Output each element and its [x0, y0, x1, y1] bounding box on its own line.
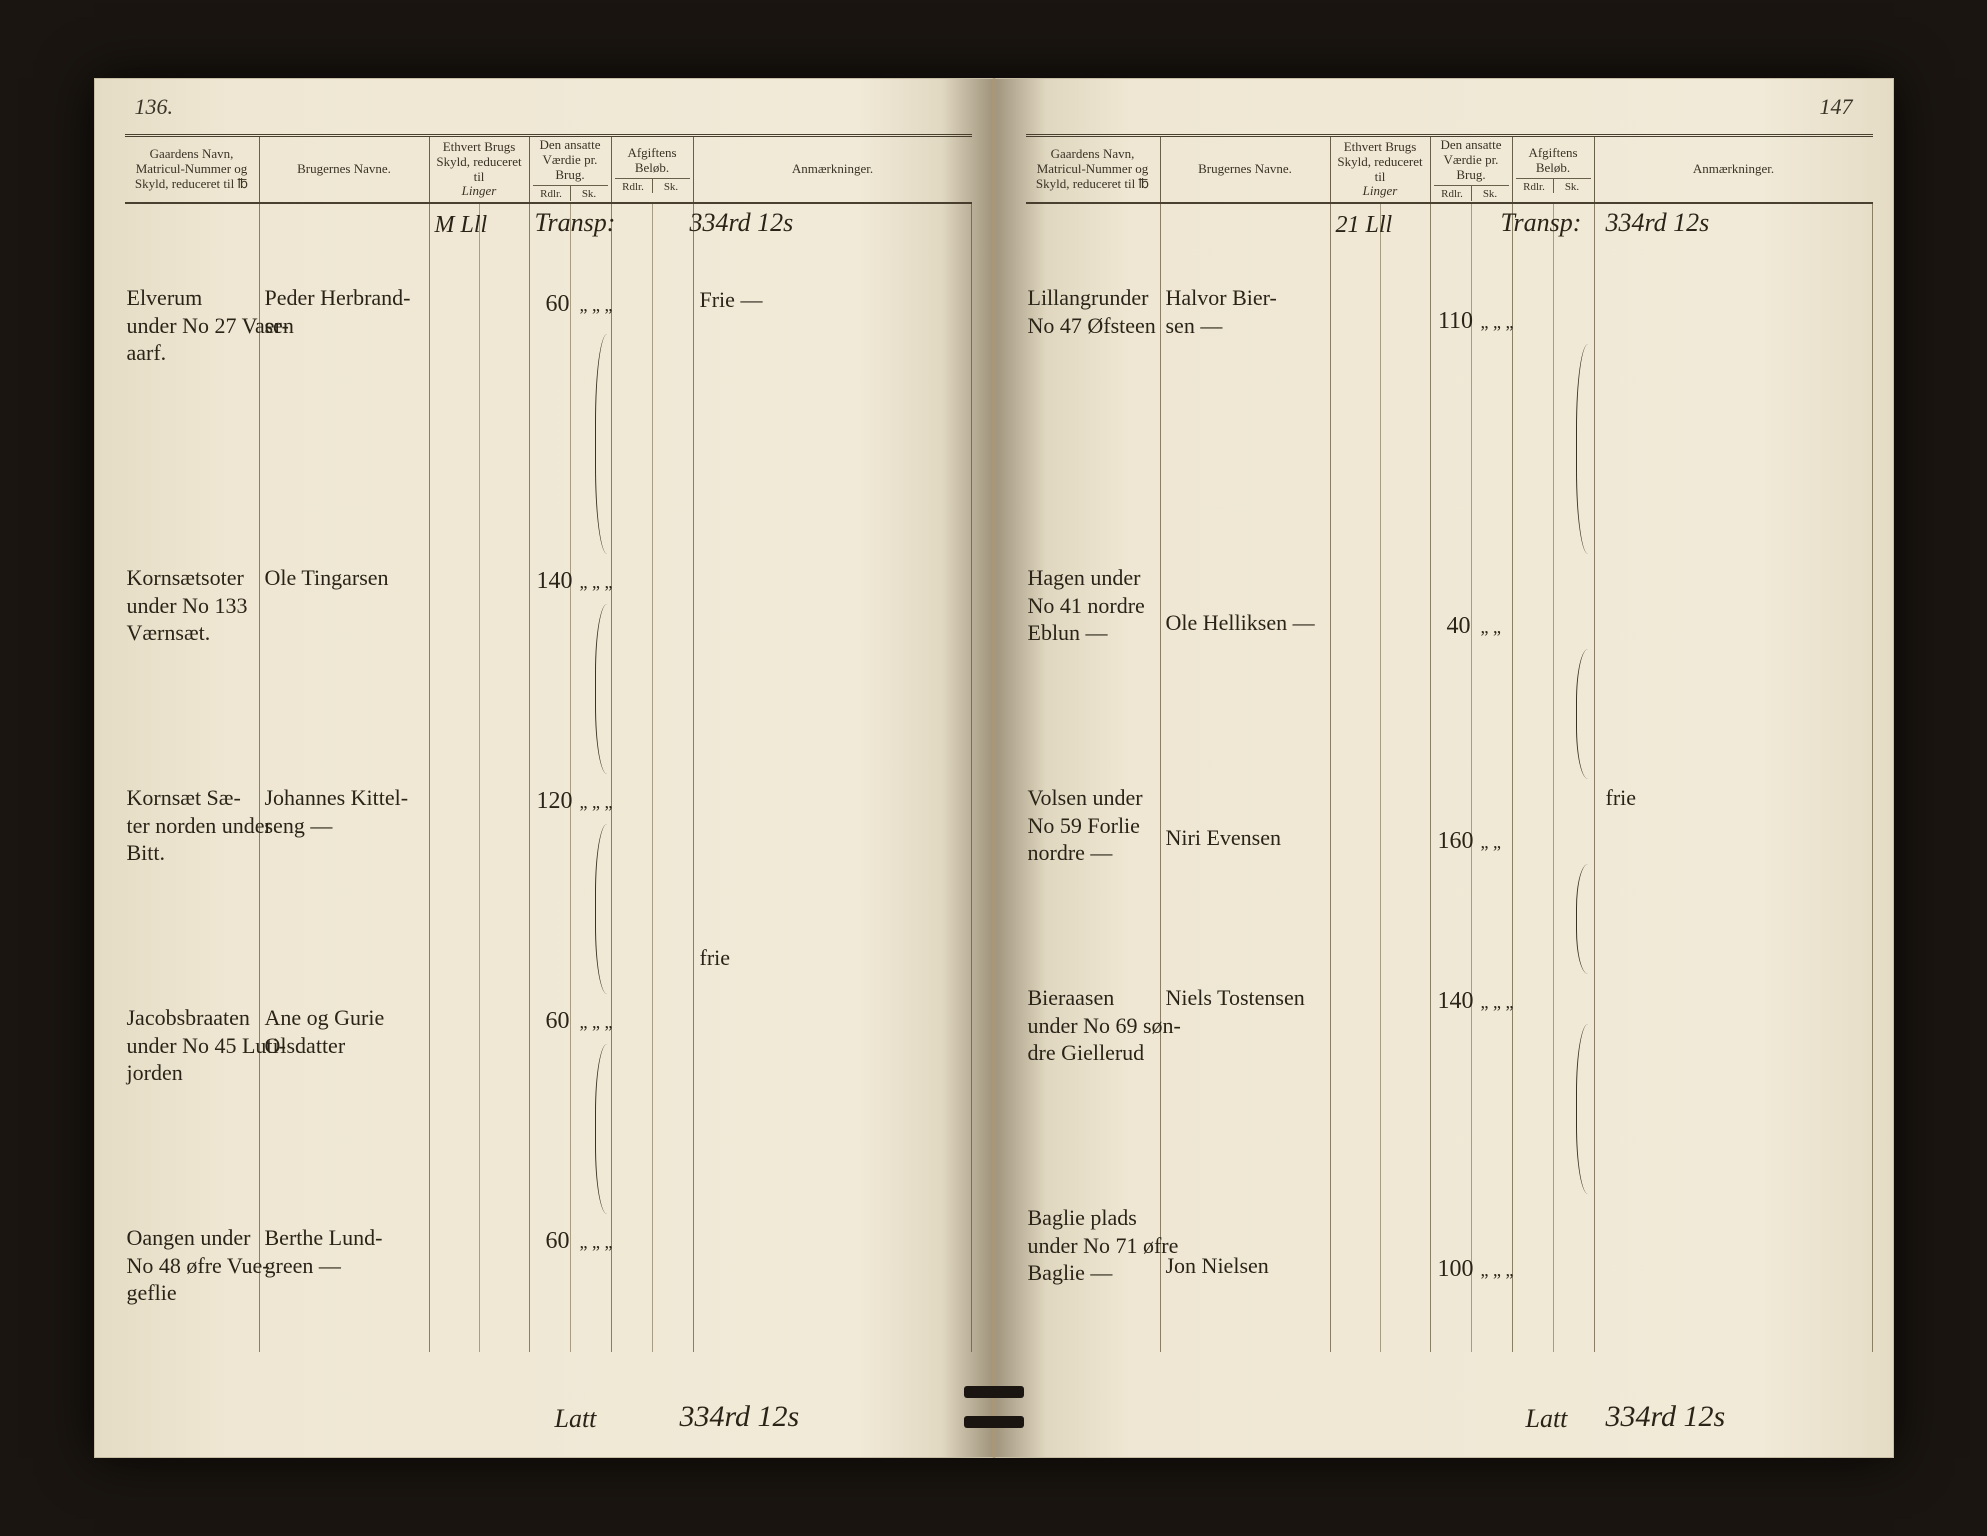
- latt-label-right: Latt: [1526, 1404, 1568, 1434]
- row-vaerdie: 140: [1431, 986, 1481, 1016]
- col-skyld: Ethvert Brugs Skyld, reduceret til Linge…: [430, 137, 530, 202]
- column-header-row: Gaardens Navn, Matricul-Nummer og Skyld,…: [125, 134, 972, 204]
- transport-label-right: Transp:: [1501, 208, 1582, 238]
- squiggle: [595, 334, 625, 554]
- column-header-row: Gaardens Navn, Matricul-Nummer og Skyld,…: [1026, 134, 1873, 204]
- row-bruger: Niels Tostensen: [1166, 984, 1305, 1012]
- col-skyld: Ethvert Brugs Skyld, reduceret til Linge…: [1331, 137, 1431, 202]
- header-script-left: M Lll: [435, 210, 488, 240]
- row-gaard: Jacobsbraaten under No 45 Luti- jorden: [127, 1004, 286, 1087]
- vcol-anm: [694, 204, 972, 1352]
- row-vaerdie: 60: [533, 1226, 583, 1256]
- vcol-skyld: [430, 204, 530, 1352]
- row-bruger: Jon Nielsen: [1166, 1252, 1269, 1280]
- row-ditto: „ „ „: [580, 791, 613, 814]
- squiggle: [1576, 864, 1606, 974]
- row-anm: Frie —: [700, 286, 763, 314]
- left-body-grid: M Lll Transp: 334rd 12s Elverum under No…: [125, 204, 972, 1352]
- col-gaard: Gaardens Navn, Matricul-Nummer og Skyld,…: [125, 137, 260, 202]
- vcol-bruger: [1161, 204, 1331, 1352]
- vcol-bruger: [260, 204, 430, 1352]
- row-bruger: Peder Herbrand- sen: [265, 284, 411, 339]
- row-ditto: „ „ „: [1481, 991, 1514, 1014]
- latt-value-left: 334rd 12s: [680, 1400, 800, 1434]
- row-ditto: „ „: [1481, 616, 1501, 639]
- row-ditto: „ „ „: [580, 294, 613, 317]
- row-gaard: Oangen under No 48 øfre Vue- geflie: [127, 1224, 270, 1307]
- col-bruger: Brugernes Navne.: [1161, 137, 1331, 202]
- row-vaerdie: 100: [1431, 1254, 1481, 1284]
- row-gaard: Bieraasen under No 69 søn- dre Giellerud: [1028, 984, 1181, 1067]
- row-ditto: „ „ „: [1481, 311, 1514, 334]
- row-bruger: Halvor Bier- sen —: [1166, 284, 1277, 339]
- col-gaard: Gaardens Navn, Matricul-Nummer og Skyld,…: [1026, 137, 1161, 202]
- vcol-anm: [1595, 204, 1873, 1352]
- row-gaard: Baglie plads under No 71 øfre Baglie —: [1028, 1204, 1179, 1287]
- row-bruger: Ane og Gurie Olsdatter: [265, 1004, 385, 1059]
- row-bruger: Berthe Lund- green —: [265, 1224, 383, 1279]
- transport-value-left: 334rd 12s: [690, 208, 794, 238]
- row-gaard: Kornsætsoter under No 133 Værnsæt.: [127, 564, 248, 647]
- right-ledger: Gaardens Navn, Matricul-Nummer og Skyld,…: [1026, 134, 1873, 1442]
- latt-value-right: 334rd 12s: [1606, 1400, 1726, 1434]
- page-number-right: 147: [1820, 94, 1853, 120]
- transport-value-right: 334rd 12s: [1606, 208, 1710, 238]
- ledger-book: 136. Gaardens Navn, Matricul-Nummer og S…: [94, 78, 1894, 1458]
- col-afgift: Afgiftens Beløb. Rdlr. Sk.: [1513, 137, 1595, 202]
- transport-label-left: Transp:: [535, 208, 616, 238]
- row-vaerdie: 160: [1431, 826, 1481, 856]
- squiggle: [595, 604, 625, 774]
- row-gaard: Volsen under No 59 Forlie nordre —: [1028, 784, 1143, 867]
- row-gaard: Kornsæt Sæ- ter norden under Bitt.: [127, 784, 272, 867]
- vcol-gaard: [1026, 204, 1161, 1352]
- latt-label-left: Latt: [555, 1404, 597, 1434]
- row-anm: frie: [700, 944, 731, 972]
- row-bruger: Ole Helliksen —: [1166, 609, 1315, 637]
- vcol-skyld: [1331, 204, 1431, 1352]
- row-anm: frie: [1606, 784, 1637, 812]
- squiggle: [595, 824, 625, 994]
- col-anm: Anmærkninger.: [694, 137, 972, 202]
- row-ditto: „ „ „: [580, 1231, 613, 1254]
- row-gaard: Lillangrunder No 47 Øfsteen: [1028, 284, 1156, 339]
- right-body-grid: 21 Lll Transp: 334rd 12s Lillangrunder N…: [1026, 204, 1873, 1352]
- vcol-gaard: [125, 204, 260, 1352]
- squiggle: [1576, 649, 1606, 779]
- col-afgift: Afgiftens Beløb. Rdlr. Sk.: [612, 137, 694, 202]
- squiggle: [1576, 344, 1606, 554]
- row-vaerdie: 60: [533, 1006, 583, 1036]
- col-vaerdie: Den ansatte Værdie pr. Brug. Rdlr. Sk.: [530, 137, 612, 202]
- row-bruger: Johannes Kittel- seng —: [265, 784, 409, 839]
- col-vaerdie: Den ansatte Værdie pr. Brug. Rdlr. Sk.: [1431, 137, 1513, 202]
- row-vaerdie: 110: [1431, 306, 1481, 336]
- row-bruger: Ole Tingarsen: [265, 564, 389, 592]
- row-ditto: „ „ „: [580, 571, 613, 594]
- row-vaerdie: 140: [530, 566, 580, 596]
- binding-clip: [964, 1386, 1024, 1398]
- col-anm: Anmærkninger.: [1595, 137, 1873, 202]
- squiggle: [595, 1044, 625, 1214]
- vcol-vaerdie: [1431, 204, 1513, 1352]
- header-script-right: 21 Lll: [1336, 210, 1393, 240]
- row-gaard: Hagen under No 41 nordre Eblun —: [1028, 564, 1145, 647]
- page-number-left: 136.: [135, 94, 174, 120]
- vcol-afgift: [612, 204, 694, 1352]
- row-bruger: Niri Evensen: [1166, 824, 1281, 852]
- squiggle: [1576, 1024, 1606, 1194]
- left-ledger: Gaardens Navn, Matricul-Nummer og Skyld,…: [125, 134, 972, 1442]
- row-vaerdie: 40: [1434, 611, 1484, 641]
- row-vaerdie: 120: [530, 786, 580, 816]
- row-ditto: „ „: [1481, 831, 1501, 854]
- binding-clip: [964, 1416, 1024, 1428]
- left-page: 136. Gaardens Navn, Matricul-Nummer og S…: [94, 78, 994, 1458]
- row-ditto: „ „ „: [580, 1011, 613, 1034]
- col-bruger: Brugernes Navne.: [260, 137, 430, 202]
- row-ditto: „ „ „: [1481, 1259, 1514, 1282]
- right-page: 147 Gaardens Navn, Matricul-Nummer og Sk…: [994, 78, 1894, 1458]
- row-vaerdie: 60: [533, 289, 583, 319]
